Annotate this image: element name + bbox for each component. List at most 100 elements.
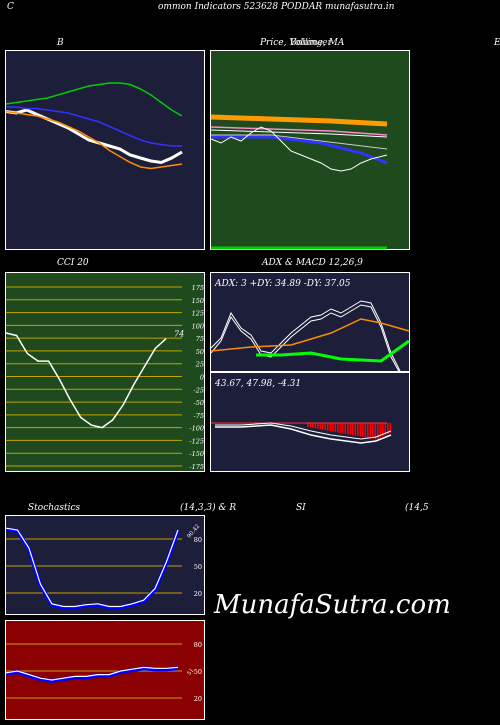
macd-panel: 43.67, 47.98, -4.31	[210, 372, 410, 472]
macd-bar	[359, 423, 362, 437]
cci-tick: -175	[189, 463, 204, 471]
bollinger-series-3	[6, 110, 183, 170]
adx-label: ADX: 3 +DY: 34.89 -DY: 37.05	[214, 279, 351, 289]
rsi-panel: 80 50 20 51	[5, 620, 205, 720]
macd-histogram	[211, 422, 392, 440]
macd-bar	[362, 423, 364, 437]
bollinger-series-1	[6, 108, 183, 165]
cci-tick: 25	[195, 361, 204, 369]
adx-green-line	[256, 339, 410, 363]
adx-minus-line	[211, 304, 401, 373]
bollinger-title: B	[57, 38, 64, 48]
macd-chart: 43.67, 47.98, -4.31	[211, 379, 392, 444]
right-clip-text: E	[494, 38, 500, 48]
cci-tick: -125	[189, 437, 204, 445]
cci-chart: 175 150 125 100 75 50 25 0 -25 -50 -75 -100 -125 -150…	[6, 284, 204, 471]
macd-bar	[314, 423, 317, 429]
adx-chart: ADX: 3 +DY: 34.89 -DY: 37.05	[211, 279, 410, 373]
cci-tick: -100	[189, 425, 204, 433]
macd-bar	[364, 423, 367, 438]
macd-bar	[374, 423, 377, 440]
stoch-d-line	[6, 527, 179, 608]
watermark: MunafaSutra.com	[214, 590, 451, 620]
rsi-params: (14,5	[405, 503, 429, 513]
cci-tick: 0	[200, 374, 204, 382]
macd-bar	[377, 423, 379, 439]
rsi-tick: 50	[194, 668, 202, 676]
stoch-title-mid: (14,3,3) & R	[180, 503, 237, 513]
price-ma-title: Price, Volume, MA	[260, 38, 345, 48]
macd-signal-line	[215, 422, 392, 440]
cci-panel: 175 150 125 100 75 50 25 0 -25 -50 -75 -100 -125 -150…	[5, 272, 205, 472]
rsi-title: SI	[296, 503, 306, 513]
macd-bar	[317, 423, 319, 429]
cci-tick: 100	[192, 322, 204, 330]
rsi-last-value: 51	[186, 668, 195, 677]
price-ma-chart	[211, 114, 388, 250]
macd-bar	[344, 423, 347, 434]
header-corner: C	[7, 2, 14, 12]
adx-macd-title: ADX & MACD 12,26,9	[262, 258, 363, 268]
header-title: ommon Indicators 523628 PODDAR munafasut…	[158, 2, 395, 12]
cci-tick: -150	[189, 450, 204, 458]
macd-bar	[307, 423, 309, 427]
cci-tick: 50	[196, 348, 204, 356]
macd-bar	[357, 423, 359, 436]
macd-bar	[389, 423, 392, 433]
macd-bar	[312, 423, 314, 428]
cci-last-value: 74	[174, 330, 184, 339]
macd-bar	[367, 423, 369, 438]
ma-line-blue	[211, 135, 388, 165]
macd-bar	[327, 423, 329, 431]
bollinger-series-0	[6, 82, 183, 117]
cci-tick: 175	[192, 284, 204, 292]
macd-bar	[319, 423, 322, 430]
stoch-k-line	[6, 527, 180, 610]
macd-bar	[329, 423, 332, 432]
cci-line	[6, 332, 167, 429]
bollinger-chart	[6, 82, 183, 170]
cci-tick: -50	[194, 399, 204, 407]
price-line	[211, 126, 388, 172]
macd-bar	[337, 423, 339, 433]
stoch-tick: 20	[194, 590, 202, 598]
stoch-tick: 50	[194, 563, 202, 571]
macd-bar	[339, 423, 342, 433]
ma-line-pink	[211, 126, 388, 136]
macd-bar	[347, 423, 349, 435]
macd-line	[215, 424, 392, 444]
adx-panel: ADX: 3 +DY: 34.89 -DY: 37.05	[210, 272, 410, 373]
adx-plus-line	[211, 300, 402, 373]
rsi-tick: 80	[194, 641, 202, 649]
macd-bar	[334, 423, 337, 432]
bollinger-panel	[5, 50, 205, 250]
macd-bar	[342, 423, 344, 434]
ma-line-white-2	[211, 129, 388, 138]
macd-bar	[309, 423, 312, 428]
stoch-title-left: Stochastics	[28, 503, 81, 513]
macd-bar	[332, 423, 334, 432]
ma-line-gray	[211, 134, 388, 150]
ma-line-orange	[211, 114, 388, 127]
macd-bar	[354, 423, 357, 436]
macd-bar	[372, 423, 374, 439]
rsi-tick: 20	[194, 695, 202, 703]
stoch-panel: 80 50 20 90.42	[5, 515, 205, 615]
macd-bar	[384, 423, 387, 436]
macd-bar	[382, 423, 384, 437]
macd-bar	[387, 423, 389, 435]
cci-tick: 125	[192, 310, 204, 318]
macd-label: 43.67, 47.98, -4.31	[214, 379, 301, 389]
macd-bar	[352, 423, 354, 436]
macd-bar	[379, 423, 382, 438]
cci-title: CCI 20	[57, 258, 89, 268]
rsi-d-line	[6, 666, 179, 681]
macd-bar	[369, 423, 372, 439]
rsi-chart: 80 50 20 51	[6, 641, 202, 703]
macd-bar	[349, 423, 352, 435]
adx-orange-line	[211, 318, 410, 352]
rsi-k-line	[6, 666, 179, 684]
cci-tick: -75	[194, 412, 204, 420]
macd-bar	[324, 423, 327, 431]
